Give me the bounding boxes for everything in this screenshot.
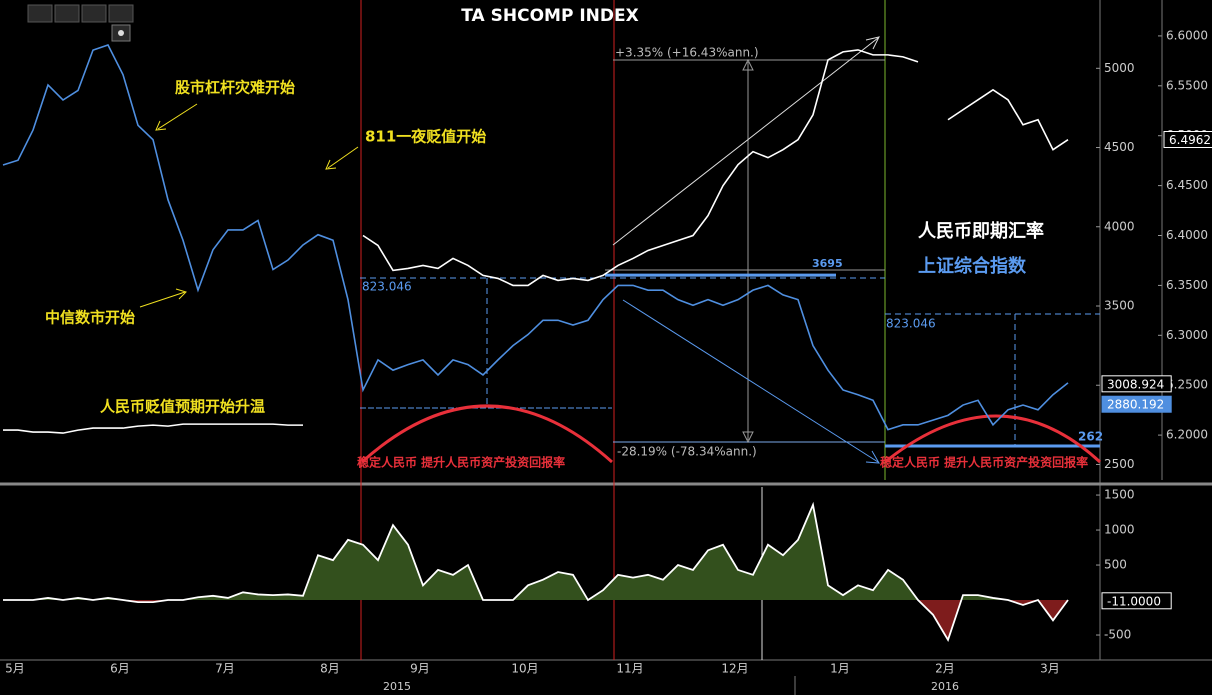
value-tag [1163, 131, 1212, 149]
level-label: 3695 [812, 257, 843, 270]
annotation: 股市杠杆灾难开始 [175, 79, 295, 97]
fib-label: 262 [1078, 430, 1103, 444]
arrow [325, 159, 337, 170]
y-tick-label: 6.5500 [1166, 78, 1208, 92]
arrow [327, 146, 359, 169]
year-label: 2016 [931, 680, 959, 693]
toolbar[interactable] [27, 4, 134, 42]
area-positive [3, 504, 1068, 601]
trend-line [612, 37, 879, 246]
y-tick-label: 3500 [1104, 299, 1135, 313]
value-tag-label: 6.4962 [1169, 133, 1211, 147]
y-tick-label: 6.4500 [1166, 178, 1208, 192]
drawings [139, 36, 1102, 464]
annotation: 稳定人民币 提升人民币资产投资回报率 [357, 455, 565, 470]
tool-button[interactable] [108, 4, 134, 23]
series-line [3, 501, 1069, 643]
arc [360, 404, 614, 464]
arc [884, 414, 1102, 464]
trend-arrow [865, 450, 880, 464]
y-tick-label: 1500 [1104, 488, 1135, 502]
y-tick-label: 6.2000 [1166, 428, 1208, 442]
series-line [947, 88, 1069, 151]
y-tick-label: 6.3500 [1166, 278, 1208, 292]
value-tag-label: 3008.924 [1107, 377, 1164, 391]
x-tick-label: 7月 [215, 662, 235, 676]
value-tag-label: -11.0000 [1107, 594, 1161, 608]
arrow [157, 103, 198, 130]
x-tick-label: 8月 [320, 662, 340, 676]
series-line [362, 49, 919, 287]
y-tick-label: -500 [1104, 628, 1131, 642]
tool-icon [118, 30, 124, 36]
x-tick-label: 6月 [110, 662, 130, 676]
annotation: 中信数市开始 [45, 309, 135, 327]
x-tick-label: 2月 [935, 662, 955, 676]
tool-button[interactable] [27, 4, 53, 23]
annotation: 人民币贬值预期开始升温 [100, 398, 265, 416]
annotation: 811一夜贬值开始 [365, 128, 486, 146]
arrow [155, 120, 167, 131]
value-tag-label: 2880.192 [1107, 398, 1164, 412]
x-tick-label: 9月 [410, 662, 430, 676]
x-tick-label: 1月 [830, 662, 850, 676]
value-tag [1101, 375, 1172, 393]
x-tick-label: 12月 [721, 662, 748, 676]
y-tick-label: 4000 [1104, 219, 1135, 233]
x-tick-label: 11月 [616, 662, 643, 676]
y-tick-label: 6.3000 [1166, 328, 1208, 342]
y-tick-label: 500 [1104, 558, 1127, 572]
tool-button[interactable] [81, 4, 107, 23]
measure-label: +3.35% (+16.43%ann.) [615, 46, 759, 60]
fib-label: 823.046 [362, 280, 412, 294]
value-tag [1101, 592, 1172, 610]
arrow [139, 291, 186, 308]
year-label: 2015 [383, 680, 411, 693]
y-tick-label: 6.6000 [1166, 28, 1208, 42]
y-tick-label: 1000 [1104, 523, 1135, 537]
measure-arrow [742, 58, 754, 444]
x-tick-label: 5月 [5, 662, 25, 676]
arrow [175, 288, 187, 300]
trend-line [622, 299, 879, 463]
legend-entry: 上证综合指数 [918, 255, 1027, 277]
value-tag [1101, 395, 1172, 413]
series-line [3, 423, 303, 434]
fib-label: 823.046 [886, 317, 936, 331]
chart-title: TA SHCOMP INDEX [461, 6, 638, 26]
y-tick-label: 6.2500 [1166, 378, 1208, 392]
y-tick-label: 2500 [1104, 457, 1135, 471]
tool-button[interactable] [54, 4, 80, 23]
measure-label: -28.19% (-78.34%ann.) [617, 445, 757, 459]
y-tick-label: 6.4000 [1166, 228, 1208, 242]
y-tick-label: 5000 [1104, 61, 1135, 75]
x-tick-label: 3月 [1040, 662, 1060, 676]
series-line [2, 44, 1069, 431]
y-tick-label: 4500 [1104, 140, 1135, 154]
trend-arrow [865, 36, 880, 50]
legend-entry: 人民币即期汇率 [918, 220, 1044, 242]
x-tick-label: 10月 [511, 662, 538, 676]
annotation: 稳定人民币 提升人民币资产投资回报率 [880, 455, 1088, 470]
